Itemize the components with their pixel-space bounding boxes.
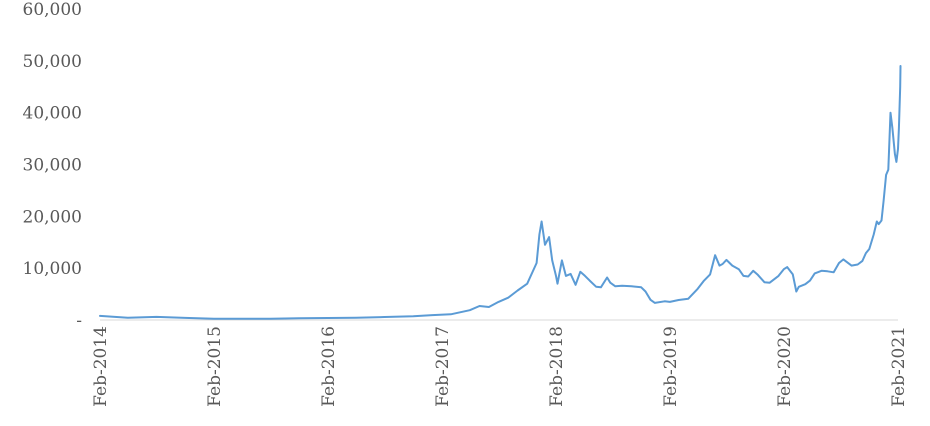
price-series-line [99,65,902,320]
y-tick-label: 10,000 [23,259,82,279]
x-tick-label: Feb-2021 [889,326,909,407]
y-axis-tick-labels: - 10,000 20,000 30,000 40,000 50,000 60,000 [23,0,82,331]
x-tick-label: Feb-2018 [547,326,567,407]
x-tick-label: Feb-2020 [775,326,795,407]
y-tick-label: 30,000 [23,156,82,176]
x-tick-label: Feb-2016 [319,326,339,407]
y-tick-label: 50,000 [23,52,82,72]
y-tick-label: 60,000 [23,0,82,20]
x-tick-label: Feb-2017 [433,326,453,407]
x-tick-label: Feb-2014 [91,326,111,407]
x-tick-label: Feb-2015 [205,326,225,407]
x-tick-label: Feb-2019 [661,326,681,407]
y-tick-label: 20,000 [23,207,82,227]
x-axis-tick-labels: Feb-2014 Feb-2015 Feb-2016 Feb-2017 Feb-2018… [91,326,909,407]
y-tick-label: 40,000 [23,104,82,124]
y-tick-label: - [76,311,82,331]
